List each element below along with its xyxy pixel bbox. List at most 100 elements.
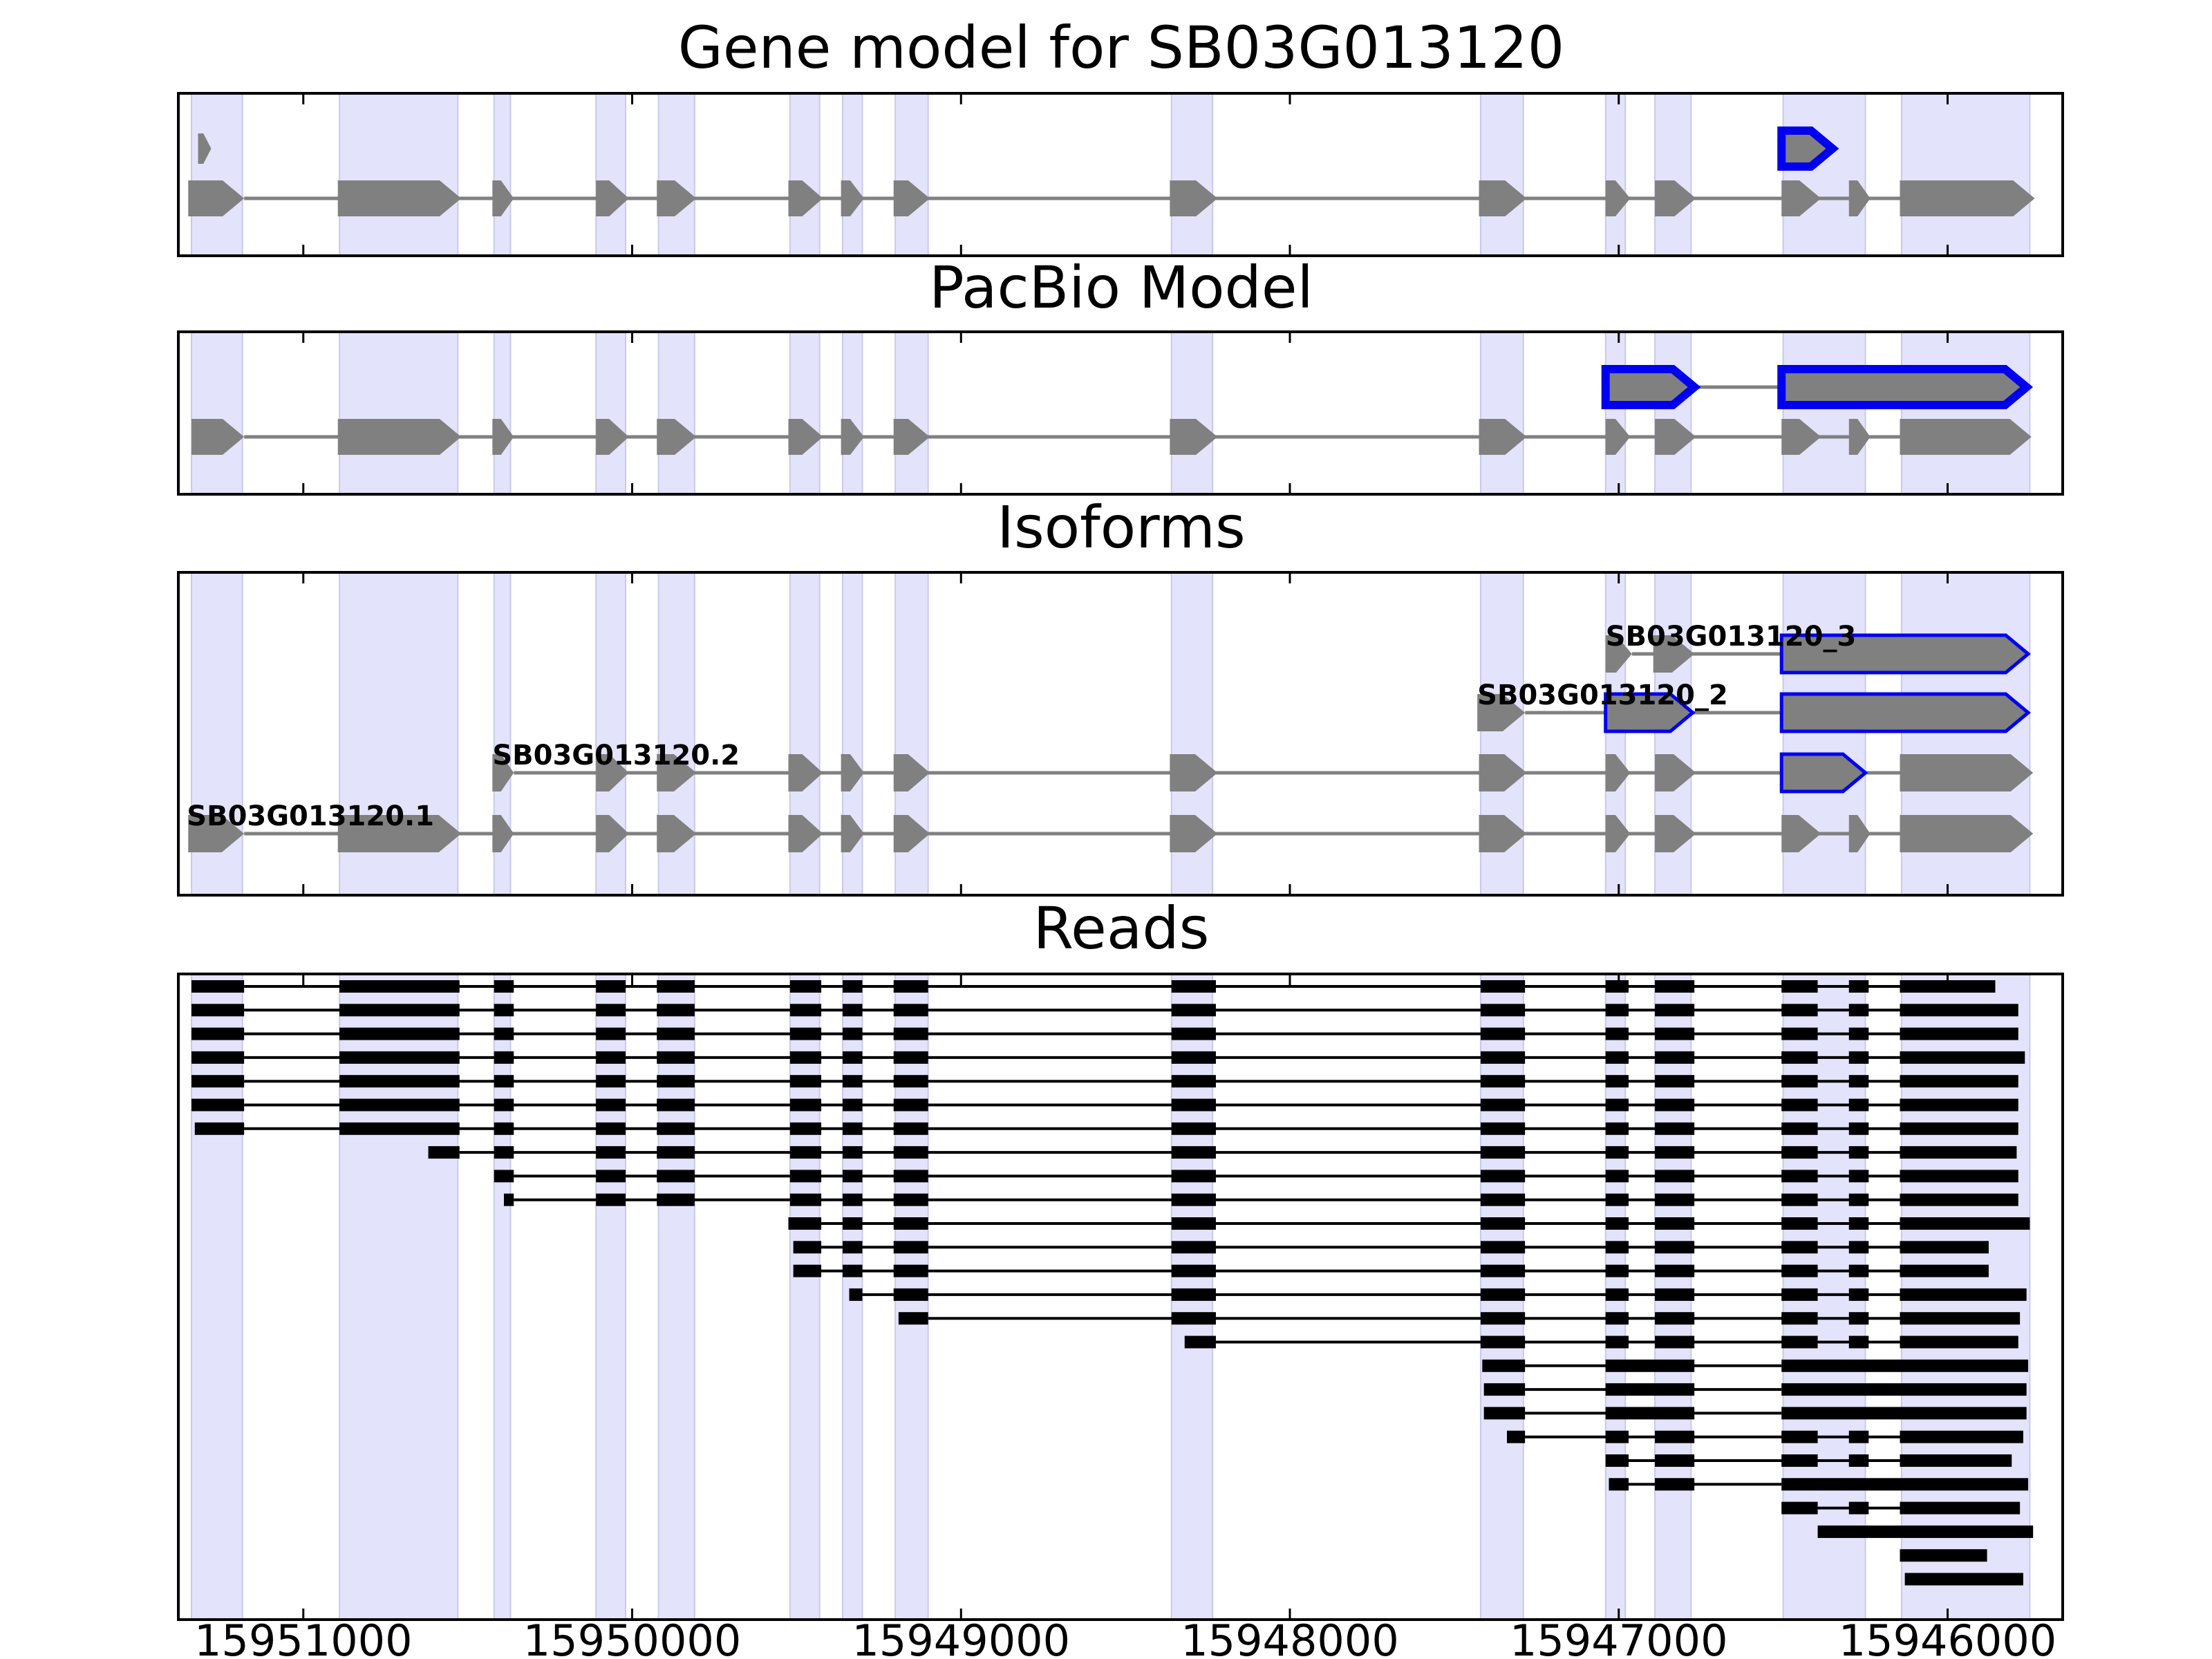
read-block-2 (494, 1146, 514, 1159)
read-block-3 (1781, 1407, 2027, 1420)
read-block-7 (1171, 1193, 1216, 1206)
read-block-9 (1900, 1288, 2027, 1301)
read-block-8 (1171, 1146, 1216, 1159)
shaded-region-6 (789, 93, 821, 256)
read-block-3 (494, 1027, 514, 1040)
read-block-1 (1506, 1430, 1526, 1443)
shaded-region-14 (1900, 93, 2031, 256)
shaded-region-8 (894, 93, 929, 256)
shaded-region-6 (789, 973, 821, 1620)
read-block-2 (1605, 1359, 1695, 1372)
read-block-4 (789, 1170, 822, 1183)
read-block-10 (1480, 980, 1526, 993)
read-24 (1817, 1525, 2034, 1538)
read-block-14 (1848, 980, 1869, 993)
panel-3-isoform-2-exon-5 (841, 754, 864, 791)
shaded-region-7 (841, 331, 863, 495)
panel-2-isoform-1-exon-7 (841, 419, 864, 455)
read-block-2 (1655, 1478, 1695, 1491)
panel-frame-1 (177, 92, 2064, 257)
panel-1-isoform-1-exon-14 (1848, 180, 1871, 216)
read-block-15 (1900, 1051, 2025, 1064)
read-block-4 (657, 1146, 695, 1159)
read-block-13 (1781, 1027, 1818, 1040)
shaded-region-1 (191, 331, 243, 495)
read-block-3 (494, 1098, 514, 1112)
panel-2-isoform-1-exon-2 (337, 419, 462, 455)
read-block-8 (1900, 1312, 2021, 1325)
read-block-4 (596, 1075, 626, 1088)
read-block-5 (842, 1193, 863, 1206)
read-block-1 (1900, 1549, 1987, 1562)
panel-2 (177, 330, 2064, 496)
shaded-region-1 (191, 93, 243, 256)
read-block-15 (1900, 1004, 2018, 1017)
read-block-3 (1605, 1335, 1629, 1349)
read-block-6 (789, 1051, 822, 1064)
read-block-12 (1655, 1122, 1695, 1135)
read-block-1 (191, 1051, 245, 1064)
read-block-2 (842, 1241, 863, 1254)
read-block-10 (1480, 1027, 1526, 1040)
read-block-14 (1848, 1098, 1869, 1112)
read-block-9 (1848, 1241, 1869, 1254)
read-block-8 (893, 1004, 928, 1017)
panel-2-isoform-1-exon-3 (492, 419, 514, 455)
read-block-3 (494, 1004, 514, 1017)
read-block-1 (191, 1075, 245, 1088)
read-6 (191, 1098, 2018, 1112)
panel-frame-2 (177, 330, 2064, 496)
panel-3-isoform-1-exon-3 (492, 815, 514, 852)
read-block-13 (1781, 1098, 1818, 1112)
read-block-14 (1848, 1027, 1869, 1040)
panel-3-isoform-2-exon-3 (657, 754, 697, 791)
read-block-6 (789, 1004, 822, 1017)
read-block-5 (789, 1146, 822, 1159)
isoform-label-2: SB03G013120.2 (492, 740, 740, 771)
panel-3-isoform-2-exon-10 (1655, 754, 1696, 791)
read-block-6 (1655, 1288, 1695, 1301)
read-block-11 (1781, 1170, 1818, 1183)
panel-3-isoform-1-exon-9 (1170, 815, 1218, 852)
read-block-6 (1605, 1241, 1629, 1254)
shaded-region-3 (493, 93, 512, 256)
read-20 (1506, 1430, 2023, 1443)
panel-3-isoform-1-exon-13 (1781, 815, 1821, 852)
panel-1-isoform-1-exon-11 (1605, 180, 1631, 216)
panel-3-isoform-2-exon-4 (788, 754, 823, 791)
read-block-5 (657, 1027, 695, 1040)
read-block-6 (1781, 1312, 1818, 1325)
panel-3: SB03G013120.1 SB03G013120.2 SB03G013120_2 S… (177, 571, 2064, 897)
read-block-1 (194, 1122, 245, 1135)
isoform-label-1: SB03G013120.1 (187, 800, 434, 832)
read-block-9 (1848, 1264, 1869, 1277)
title-reads: Reads (1033, 894, 1210, 962)
read-block-4 (596, 1004, 626, 1017)
read-block-12 (1655, 1051, 1695, 1064)
read-block-2 (842, 1217, 863, 1230)
x-tick-label-4: 15948000 (1181, 1615, 1399, 1659)
read-18 (1483, 1383, 2027, 1396)
panel-2-isoform-1-exon-15 (1900, 419, 2032, 455)
read-block-9 (1171, 1027, 1216, 1040)
read-block-8 (1848, 1288, 1869, 1301)
read-block-1 (503, 1193, 514, 1206)
read-block-6 (789, 1098, 822, 1112)
read-block-10 (1480, 1075, 1526, 1088)
panel-1 (177, 92, 2064, 257)
read-block-13 (1781, 1122, 1818, 1135)
shaded-region-3 (493, 331, 512, 495)
read-block-6 (789, 1122, 822, 1135)
read-17 (1482, 1359, 2029, 1372)
read-block-11 (1605, 1122, 1629, 1135)
read-block-11 (1605, 980, 1629, 993)
read-block-3 (893, 1217, 928, 1230)
read-block-4 (789, 1193, 822, 1206)
read-block-11 (1781, 1193, 1818, 1206)
read-block-15 (1900, 980, 1996, 993)
read-23 (1781, 1501, 2021, 1515)
read-block-9 (1171, 1075, 1216, 1088)
read-12 (793, 1241, 1989, 1254)
read-block-9 (1171, 1122, 1216, 1135)
panel-3-isoform-1-exon-10 (1479, 815, 1527, 852)
